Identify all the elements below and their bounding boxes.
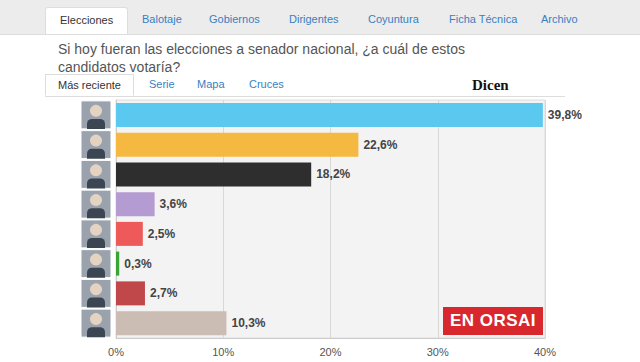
svg-text:0%: 0% [108,346,124,358]
svg-text:20%: 20% [319,346,341,358]
html-text:Dicen: Dicen [472,77,509,93]
html-text:Coyuntura: Coyuntura [368,13,419,25]
html-text:Dirigentes: Dirigentes [289,13,339,25]
html-text:EN ORSAI: EN ORSAI [449,311,537,330]
html-text:Más reciente: Más reciente [58,79,121,91]
svg-text:18,2%: 18,2% [316,167,350,181]
svg-text:40%: 40% [534,346,556,358]
html-text:Cruces: Cruces [249,78,284,90]
html-text:Archivo: Archivo [541,13,578,25]
html-text:Elecciones: Elecciones [60,14,114,26]
html-text:Si hoy fueran las elecciones a: Si hoy fueran las elecciones a senador n… [58,41,465,75]
svg-text:39,8%: 39,8% [548,108,582,122]
svg-text:2,5%: 2,5% [148,227,176,241]
svg-text:22,6%: 22,6% [363,138,397,152]
html-text:Gobiernos: Gobiernos [209,13,260,25]
html-text:Serie: Serie [149,78,175,90]
svg-text:30%: 30% [427,346,449,358]
html-text:Balotaje: Balotaje [142,13,182,25]
svg-text:10,3%: 10,3% [231,316,265,330]
svg-text:2,7%: 2,7% [150,286,178,300]
html-text:Mapa: Mapa [197,78,225,90]
html-text:Ficha Técnica: Ficha Técnica [449,13,518,25]
svg-text:0,3%: 0,3% [124,257,152,271]
svg-text:3,6%: 3,6% [160,197,188,211]
svg-text:10%: 10% [212,346,234,358]
